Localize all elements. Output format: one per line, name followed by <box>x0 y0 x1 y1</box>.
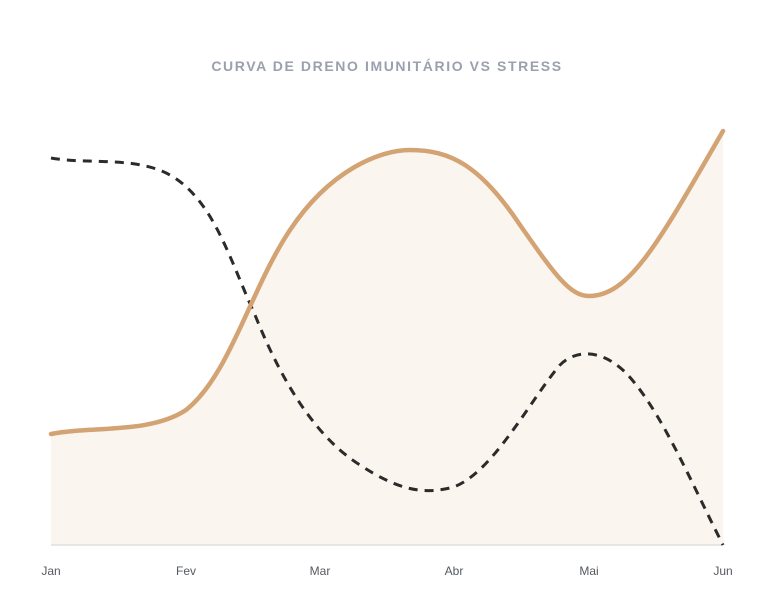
x-tick-mar: Mar <box>309 564 331 578</box>
immune-line <box>48 128 726 437</box>
stress-line <box>50 156 725 546</box>
x-tick-jan: Jan <box>41 564 61 578</box>
x-tick-jun: Jun <box>713 564 733 578</box>
x-tick-mai: Mai <box>579 564 599 578</box>
chart-title: CURVA DE DRENO IMUNITÁRIO VS STRESS <box>211 58 563 74</box>
immune-area-fill <box>51 131 723 545</box>
x-tick-abr: Abr <box>444 564 464 578</box>
x-tick-fev: Fev <box>175 564 197 578</box>
